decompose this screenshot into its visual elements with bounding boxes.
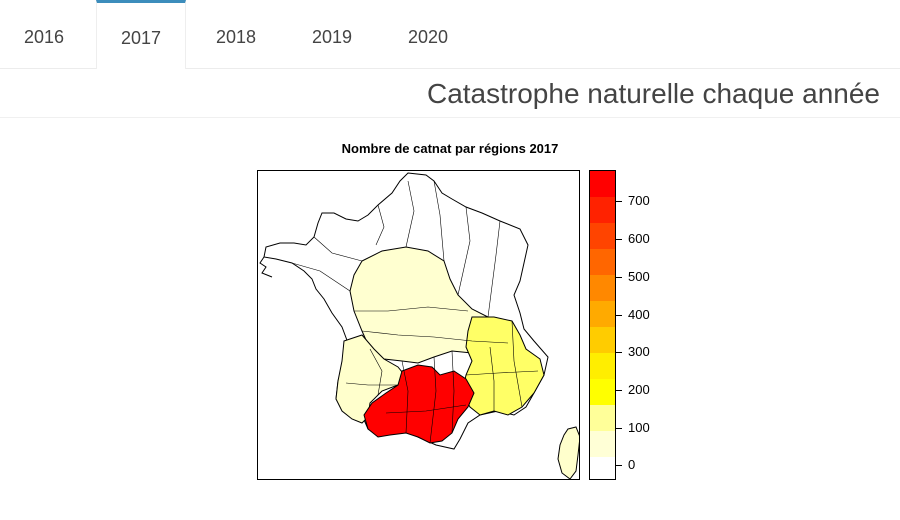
legend-tick-label: 500 [628, 269, 650, 284]
legend-tick [616, 277, 622, 278]
legend-tick [616, 390, 622, 391]
legend-tick-label: 300 [628, 344, 650, 359]
legend-tick [616, 428, 622, 429]
tab-2016[interactable]: 2016 [23, 27, 65, 47]
legend-tick [616, 239, 622, 240]
color-legend [589, 170, 616, 480]
page-title: Catastrophe naturelle chaque année [426, 78, 880, 109]
tab-2017[interactable]: 2017 [96, 0, 186, 69]
tab-2019[interactable]: 2019 [311, 27, 353, 47]
year-tabs: 2016 2017 2018 2019 2020 [0, 0, 900, 69]
divider [0, 117, 900, 118]
france-map-svg [259, 172, 579, 479]
legend-tick [616, 315, 622, 316]
department-borders [291, 180, 539, 444]
region-brittany-coast [259, 256, 273, 278]
chart-title: Nombre de catnat par régions 2017 [341, 141, 559, 156]
legend-gradient [590, 171, 615, 479]
legend-tick [616, 201, 622, 202]
region-corsica [557, 426, 579, 479]
legend-tick [616, 465, 622, 466]
legend-tick-label: 400 [628, 307, 650, 322]
region-southwest [335, 334, 407, 424]
region-south [363, 364, 475, 444]
tab-2020[interactable]: 2020 [407, 27, 449, 47]
legend-tick-label: 700 [628, 193, 650, 208]
legend-tick-label: 0 [628, 457, 636, 472]
france-map [257, 170, 580, 480]
region-southeast [461, 316, 545, 416]
legend-tick-label: 600 [628, 231, 650, 246]
legend-tick [616, 352, 622, 353]
tab-2018[interactable]: 2018 [215, 27, 257, 47]
legend-tick-label: 200 [628, 382, 650, 397]
legend-tick-label: 100 [628, 420, 650, 435]
